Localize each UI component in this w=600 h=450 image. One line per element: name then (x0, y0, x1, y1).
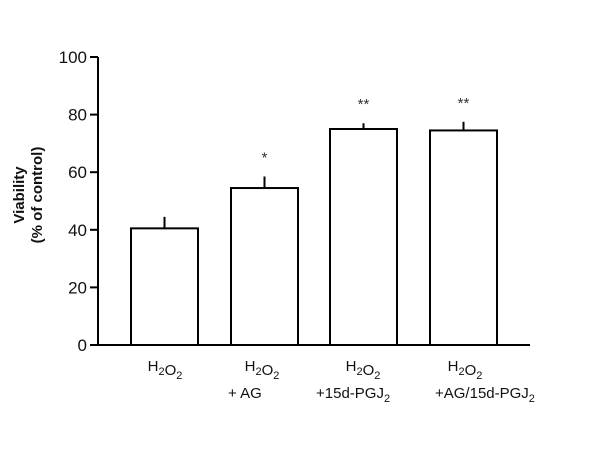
x-category-label: H2O2 (245, 358, 280, 382)
bars: *** ** (130, 95, 498, 346)
y-tick-label: 100 (59, 48, 87, 67)
significance-marker: ** (458, 95, 470, 112)
x-category-label: +AG/15d-PGJ2 (435, 385, 535, 405)
y-axis-label: Viability(% of control) (11, 147, 46, 244)
x-category-label: H2O2 (346, 358, 381, 382)
y-tick-label: 20 (68, 278, 87, 297)
bar-3: ** (329, 96, 398, 346)
bar-rect (329, 128, 398, 346)
x-axis-category-labels: H2O2 H2O2 + AG H2O2 +15d-PGJ2 H2O2 +AG/15d-PGJ… (148, 358, 535, 405)
x-category-label: H2O2 (148, 358, 183, 382)
bar-rect (230, 187, 299, 346)
x-category-label: H2O2 (448, 358, 483, 382)
bar-2: * (230, 150, 299, 346)
y-tick-label: 60 (68, 163, 87, 182)
x-category-label: +15d-PGJ2 (316, 385, 390, 405)
y-axis: 0 20 40 60 80 100 (59, 48, 99, 355)
significance-marker: * (262, 150, 268, 167)
y-axis-title: Viability(% of control) (11, 147, 46, 244)
y-tick-label: 80 (68, 106, 87, 125)
bar-rect (130, 227, 199, 346)
bar-rect (429, 129, 498, 346)
significance-marker: ** (358, 96, 370, 113)
bar-4: ** (429, 95, 498, 346)
y-tick-label: 40 (68, 221, 87, 240)
bar-1 (130, 216, 199, 346)
x-category-label: + AG (228, 385, 262, 402)
y-tick-label: 0 (78, 336, 87, 355)
